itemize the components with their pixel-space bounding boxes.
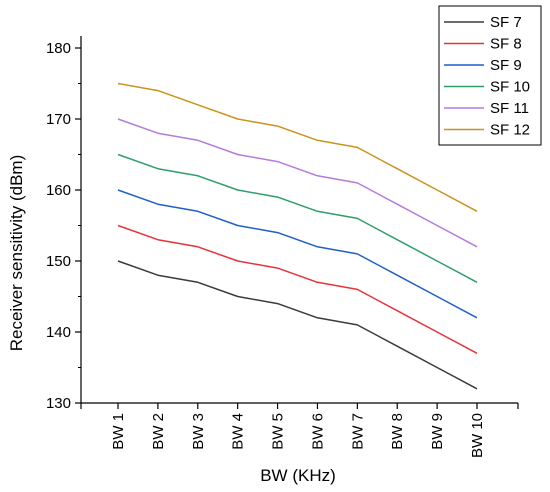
x-tick-label: BW 5	[270, 413, 287, 450]
x-tick-label: BW 2	[150, 413, 167, 450]
series-line	[117, 153, 478, 283]
series-line	[117, 82, 478, 212]
y-tick-label: 150	[46, 253, 71, 270]
legend: SF 7 SF 8 SF 9 SF 10 SF 11 SF 12	[438, 5, 542, 146]
x-axis-title: BW (KHz)	[260, 466, 336, 485]
legend-label: SF 10	[490, 79, 530, 96]
y-tick-label: 170	[46, 111, 71, 128]
x-tick-label: BW 6	[309, 413, 326, 450]
axes: 130 140 150 160 170 180 BW 1 BW 2 BW 3 BW 4 BW 5 BW…	[46, 36, 519, 458]
y-tick-label: 180	[46, 40, 71, 57]
x-tick-label: BW 1	[110, 413, 127, 450]
y-axis-title: Receiver sensitivity (dBm)	[7, 155, 26, 352]
x-tick-label: BW 8	[389, 413, 406, 450]
x-tick-label: BW 4	[230, 413, 247, 450]
series-line	[117, 224, 478, 354]
legend-label: SF 9	[490, 57, 522, 74]
x-tick-label: BW 10	[469, 413, 486, 458]
series-lines	[117, 82, 478, 390]
x-tick-label: BW 9	[429, 413, 446, 450]
legend-label: SF 7	[490, 14, 522, 31]
series-line	[117, 260, 478, 390]
series-line	[117, 189, 478, 319]
legend-label: SF 8	[490, 36, 522, 53]
legend-label: SF 12	[490, 122, 530, 139]
series-line	[117, 118, 478, 248]
x-tick-label: BW 7	[349, 413, 366, 450]
y-tick-label: 140	[46, 324, 71, 341]
x-tick-label: BW 3	[190, 413, 207, 450]
y-tick-label: 130	[46, 395, 71, 412]
legend-label: SF 11	[490, 100, 529, 117]
legend-box	[438, 5, 542, 146]
y-tick-label: 160	[46, 182, 71, 199]
